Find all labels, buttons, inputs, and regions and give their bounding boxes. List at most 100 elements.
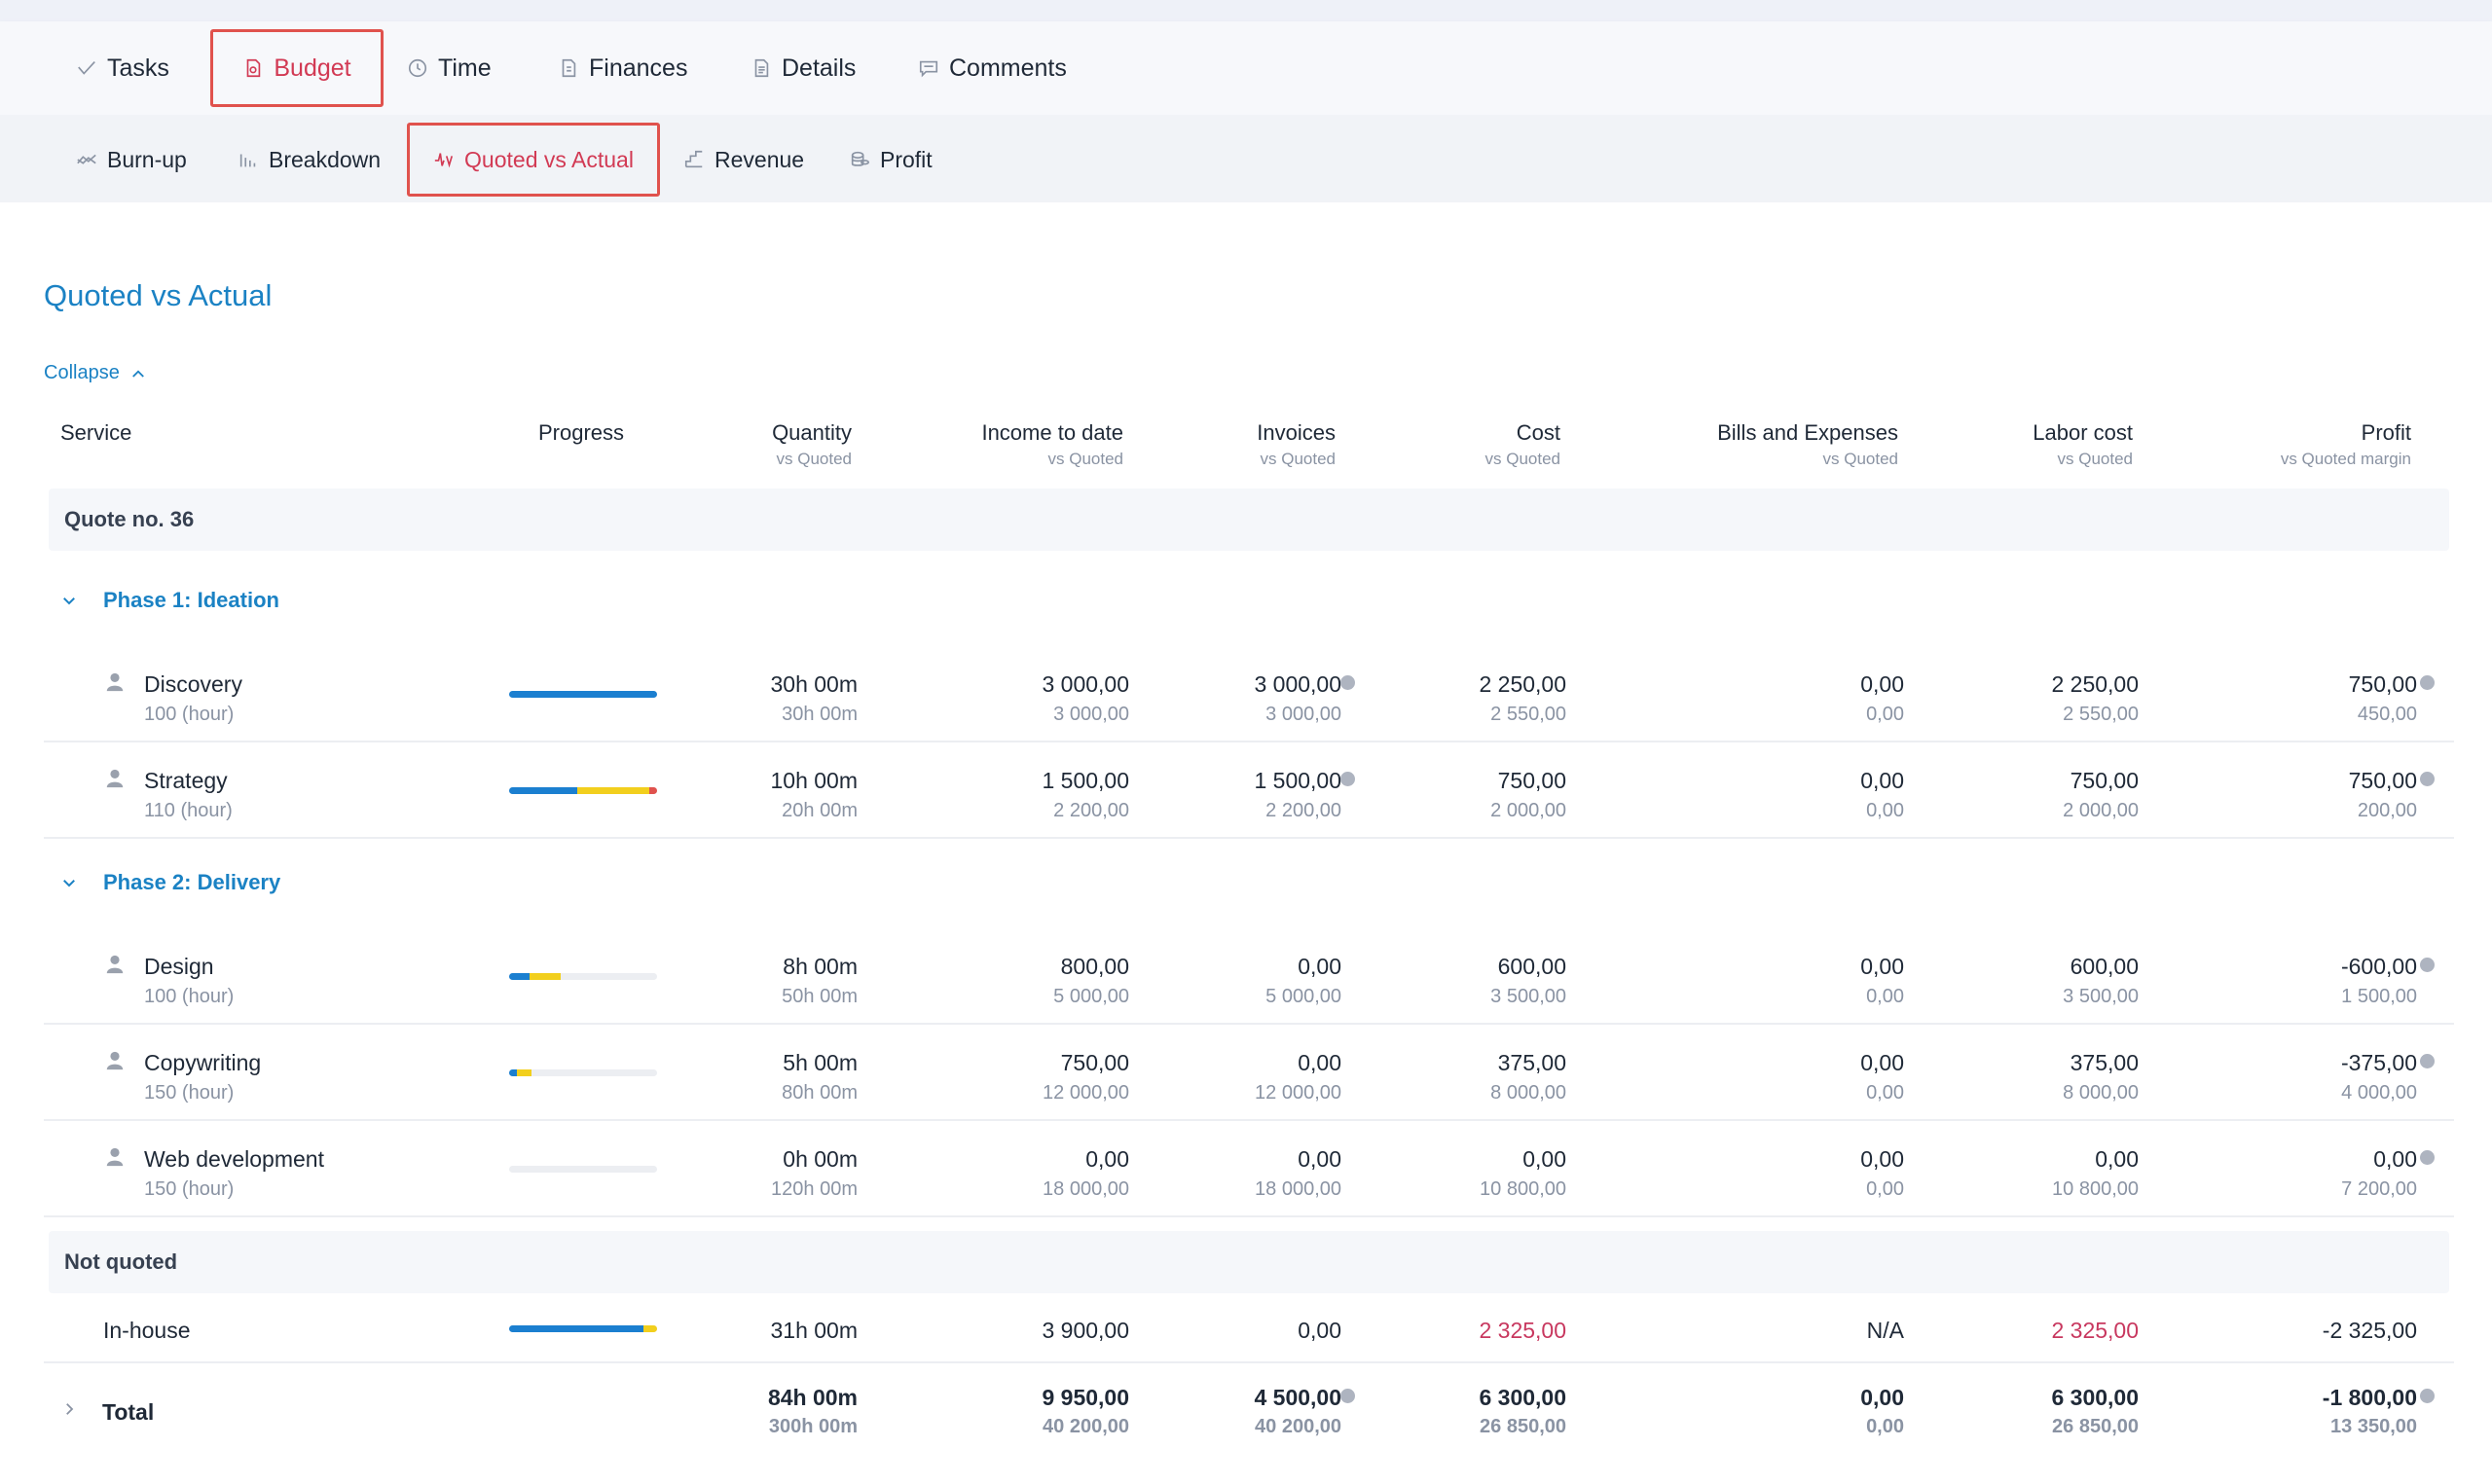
cost-value: 2 325,00 (1479, 1318, 1566, 1343)
income-quoted: 12 000,00 (1043, 1082, 1129, 1104)
cost-value: 375,00 (1497, 1050, 1566, 1075)
header-bills-sub: vs Quoted (1822, 450, 1899, 468)
table-row[interactable]: In-house 31h 00m 3 900,00 0,00 2 325,00 … (44, 1282, 2454, 1363)
invoices-value: 4 500,00 (1254, 1385, 1341, 1410)
status-dot-icon (1340, 1389, 1355, 1403)
total-row[interactable]: Total 84h 00m 300h 00m 9 950,00 40 200,0… (44, 1363, 2454, 1470)
status-dot-icon (2420, 1389, 2435, 1403)
finances-icon (562, 58, 576, 78)
tab-breakdown[interactable]: Breakdown (238, 123, 381, 197)
tab-profit[interactable]: Profit (849, 123, 933, 197)
quantity-quoted: 30h 00m (782, 704, 858, 725)
status-dot-icon (2420, 1150, 2435, 1165)
collapse-label: Collapse (44, 362, 120, 383)
income-quoted: 5 000,00 (1053, 986, 1129, 1007)
budget-icon (247, 58, 261, 78)
quantity-value: 8h 00m (783, 954, 858, 979)
cost-quoted: 26 850,00 (1480, 1416, 1566, 1437)
phase-toggle[interactable]: Phase 1: Ideation (60, 588, 279, 613)
quantity-value: 5h 00m (783, 1050, 858, 1075)
service-rate: 150 (hour) (144, 1178, 235, 1200)
tab-details[interactable]: Details (751, 29, 856, 107)
cost-quoted: 10 800,00 (1480, 1178, 1566, 1200)
income-value: 800,00 (1060, 954, 1129, 979)
header-bills: Bills and Expenses (1717, 420, 1898, 445)
table-row[interactable]: Strategy 110 (hour) 10h 00m 20h 00m 1 500,00… (44, 742, 2454, 839)
tab-label: Profit (880, 146, 933, 172)
person-icon (106, 769, 124, 788)
tab-label: Revenue (715, 146, 805, 172)
service-name: In-house (103, 1318, 191, 1343)
header-labor: Labor cost (2033, 420, 2133, 445)
tab-budget[interactable]: Budget (210, 29, 384, 107)
progress-segment (509, 787, 577, 794)
document-icon (754, 58, 769, 78)
progress-segment (509, 691, 657, 698)
tab-comments[interactable]: Comments (918, 29, 1067, 107)
bills-quoted: 0,00 (1866, 1416, 1904, 1437)
header-service: Service (60, 420, 132, 445)
person-icon (106, 955, 124, 974)
tab-label: Quoted vs Actual (464, 146, 634, 172)
status-dot-icon (2420, 958, 2435, 972)
bills-value: 0,00 (1860, 768, 1904, 793)
service-name: Copywriting (144, 1050, 262, 1075)
status-dot-icon (1340, 675, 1355, 690)
budget-subtab-bar: Burn-up Breakdown Quoted vs Actual Reven… (0, 115, 2492, 202)
quote-group-header: Quote no. 36 (49, 489, 2449, 551)
service-rate: 150 (hour) (144, 1082, 235, 1104)
phase-toggle[interactable]: Phase 2: Delivery (60, 870, 280, 895)
labor-value: 0,00 (2095, 1146, 2139, 1172)
clock-icon (408, 58, 427, 78)
bills-value: N/A (1866, 1318, 1904, 1343)
header-invoices: Invoices (1257, 420, 1336, 445)
invoices-value: 0,00 (1298, 1318, 1341, 1343)
tab-tasks[interactable]: Tasks (76, 29, 169, 107)
income-value: 750,00 (1060, 1050, 1129, 1075)
service-rate: 100 (hour) (144, 986, 235, 1007)
header-income-sub: vs Quoted (1047, 450, 1124, 468)
profit-quoted: 1 500,00 (2341, 986, 2417, 1007)
labor-quoted: 8 000,00 (2063, 1082, 2139, 1104)
tab-time[interactable]: Time (407, 29, 492, 107)
income-quoted: 2 200,00 (1053, 800, 1129, 821)
progress-segment (509, 973, 530, 980)
table-row[interactable]: Design 100 (hour) 8h 00m 50h 00m 800,00 5 000… (44, 928, 2454, 1025)
invoices-value: 3 000,00 (1254, 671, 1341, 697)
tab-burn-up[interactable]: Burn-up (76, 123, 187, 197)
profit-quoted: 13 350,00 (2330, 1416, 2417, 1437)
table-row[interactable]: Copywriting 150 (hour) 5h 00m 80h 00m 750,00… (44, 1025, 2454, 1121)
progress-bar (509, 1069, 657, 1076)
table-row[interactable]: Web development 150 (hour) 0h 00m 120h 00m 0… (44, 1121, 2454, 1217)
quantity-value: 30h 00m (770, 671, 858, 697)
progress-bar (509, 1325, 657, 1332)
profit-quoted: 4 000,00 (2341, 1082, 2417, 1104)
quantity-quoted: 80h 00m (782, 1082, 858, 1104)
labor-quoted: 2 000,00 (2063, 800, 2139, 821)
quantity-quoted: 20h 00m (782, 800, 858, 821)
labor-quoted: 3 500,00 (2063, 986, 2139, 1007)
collapse-toggle[interactable]: Collapse (44, 362, 147, 384)
quantity-value: 31h 00m (770, 1318, 858, 1343)
tab-quoted-vs-actual[interactable]: Quoted vs Actual (407, 123, 660, 197)
invoices-value: 0,00 (1298, 1146, 1341, 1172)
invoices-quoted: 5 000,00 (1265, 986, 1341, 1007)
cost-value: 600,00 (1497, 954, 1566, 979)
income-quoted: 3 000,00 (1053, 704, 1129, 725)
coins-icon (851, 151, 869, 166)
not-quoted-group-header: Not quoted (49, 1231, 2449, 1293)
progress-bar (509, 1166, 657, 1173)
tab-finances[interactable]: Finances (558, 29, 687, 107)
cost-value: 6 300,00 (1479, 1385, 1566, 1410)
total-label: Total (102, 1399, 155, 1425)
profit-value: 0,00 (2373, 1146, 2417, 1172)
table-row[interactable]: Discovery 100 (hour) 30h 00m 30h 00m 3 000,0… (44, 646, 2454, 742)
quantity-value: 0h 00m (783, 1146, 858, 1172)
header-progress: Progress (538, 420, 625, 445)
revenue-icon (684, 150, 703, 168)
progress-segment (649, 787, 657, 794)
cost-quoted: 2 000,00 (1490, 800, 1566, 821)
tab-revenue[interactable]: Revenue (683, 123, 804, 197)
labor-value: 600,00 (2070, 954, 2139, 979)
profit-quoted: 450,00 (2357, 704, 2417, 725)
